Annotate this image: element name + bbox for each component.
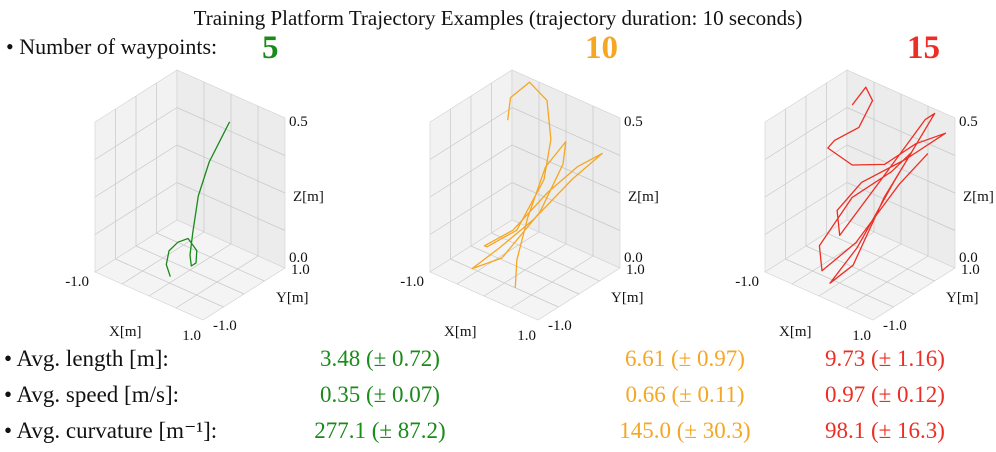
grid-line bbox=[156, 232, 265, 282]
trajectory-line bbox=[471, 81, 603, 288]
grid-line bbox=[176, 144, 286, 194]
grid-line bbox=[94, 107, 178, 160]
z-axis-label: Z[m] bbox=[293, 189, 324, 205]
z-tick-label: 0.5 bbox=[289, 114, 308, 130]
waypoints-count-15: 15 bbox=[907, 30, 940, 66]
x-tick-label: 1.0 bbox=[852, 328, 871, 344]
grid-line bbox=[845, 255, 929, 309]
trajectory-line bbox=[165, 121, 231, 277]
grid-line bbox=[805, 245, 915, 295]
stat-value: 277.1 (± 87.2) bbox=[314, 418, 446, 443]
y-tick-label: -1.0 bbox=[213, 318, 237, 334]
grid-line bbox=[176, 107, 286, 156]
z-axis-label: Z[m] bbox=[628, 189, 659, 205]
x-axis-label: X[m] bbox=[444, 324, 477, 340]
z-tick-label: 0.0 bbox=[959, 250, 978, 266]
stat-label: • Avg. speed [m/s]: bbox=[4, 382, 179, 407]
grid-line bbox=[511, 144, 621, 194]
x-tick-label: 1.0 bbox=[182, 328, 201, 344]
waypoints-count-5: 5 bbox=[262, 30, 279, 66]
z-axis-label: Z[m] bbox=[963, 189, 994, 205]
x-tick-label: 1.0 bbox=[517, 328, 536, 344]
y-tick-label: 1.0 bbox=[291, 262, 310, 278]
y-axis-label: Y[m] bbox=[946, 290, 979, 306]
grid-line bbox=[429, 144, 513, 198]
x-tick-label: -1.0 bbox=[735, 274, 759, 290]
stat-row-speed: • Avg. speed [m/s]: 0.35 (± 0.07) 0.66 (… bbox=[0, 382, 996, 416]
y-tick-label: 1.0 bbox=[626, 262, 645, 278]
stat-value: 3.48 (± 0.72) bbox=[320, 346, 440, 371]
stat-value: 0.97 (± 0.12) bbox=[825, 382, 945, 407]
stat-label: • Avg. curvature [m⁻¹]: bbox=[4, 418, 218, 443]
plot-10-waypoints: -1.01.0-1.01.00.00.5X[m]Y[m]Z[m] bbox=[400, 69, 659, 344]
y-axis-label: Y[m] bbox=[611, 290, 644, 306]
stat-label: • Avg. length [m]: bbox=[4, 346, 169, 371]
grid-line bbox=[470, 245, 580, 295]
stat-value: 9.73 (± 1.16) bbox=[825, 346, 945, 371]
y-axis-label: Y[m] bbox=[276, 290, 309, 306]
grid-line bbox=[429, 107, 513, 160]
y-tick-label: 1.0 bbox=[961, 262, 980, 278]
stat-row-length: • Avg. length [m]: 3.48 (± 0.72) 6.61 (±… bbox=[0, 346, 996, 380]
y-tick-label: -1.0 bbox=[548, 318, 572, 334]
x-tick-label: -1.0 bbox=[400, 274, 424, 290]
stat-row-curvature: • Avg. curvature [m⁻¹]: 277.1 (± 87.2) 1… bbox=[0, 418, 996, 452]
grid-line bbox=[175, 255, 259, 309]
stat-value: 6.61 (± 0.97) bbox=[625, 346, 745, 371]
grid-line bbox=[491, 232, 600, 282]
waypoints-label: • Number of waypoints: bbox=[6, 34, 218, 59]
z-tick-label: 0.0 bbox=[289, 250, 308, 266]
grid-line bbox=[511, 107, 621, 156]
figure-title: Training Platform Trajectory Examples (t… bbox=[193, 6, 803, 30]
plot-15-waypoints: -1.01.0-1.01.00.00.5X[m]Y[m]Z[m] bbox=[735, 69, 994, 344]
z-tick-label: 0.5 bbox=[959, 114, 978, 130]
grid-line bbox=[764, 144, 848, 198]
x-axis-label: X[m] bbox=[779, 324, 812, 340]
waypoints-count-10: 10 bbox=[585, 30, 618, 66]
grid-line bbox=[826, 232, 935, 282]
stat-value: 145.0 (± 30.3) bbox=[619, 418, 751, 443]
grid-line bbox=[94, 144, 178, 198]
stat-value: 0.66 (± 0.11) bbox=[625, 382, 745, 407]
grid-line bbox=[135, 245, 245, 295]
trajectory-line bbox=[818, 86, 947, 284]
x-tick-label: -1.0 bbox=[65, 274, 89, 290]
stat-value: 98.1 (± 16.3) bbox=[825, 418, 945, 443]
plot-5-waypoints: -1.01.0-1.01.00.00.5X[m]Y[m]Z[m] bbox=[65, 69, 324, 344]
z-tick-label: 0.5 bbox=[624, 114, 643, 130]
z-tick-label: 0.0 bbox=[624, 250, 643, 266]
stat-value: 0.35 (± 0.07) bbox=[320, 382, 440, 407]
grid-line bbox=[510, 255, 594, 309]
y-tick-label: -1.0 bbox=[883, 318, 907, 334]
x-axis-label: X[m] bbox=[109, 324, 142, 340]
grid-line bbox=[764, 107, 848, 160]
